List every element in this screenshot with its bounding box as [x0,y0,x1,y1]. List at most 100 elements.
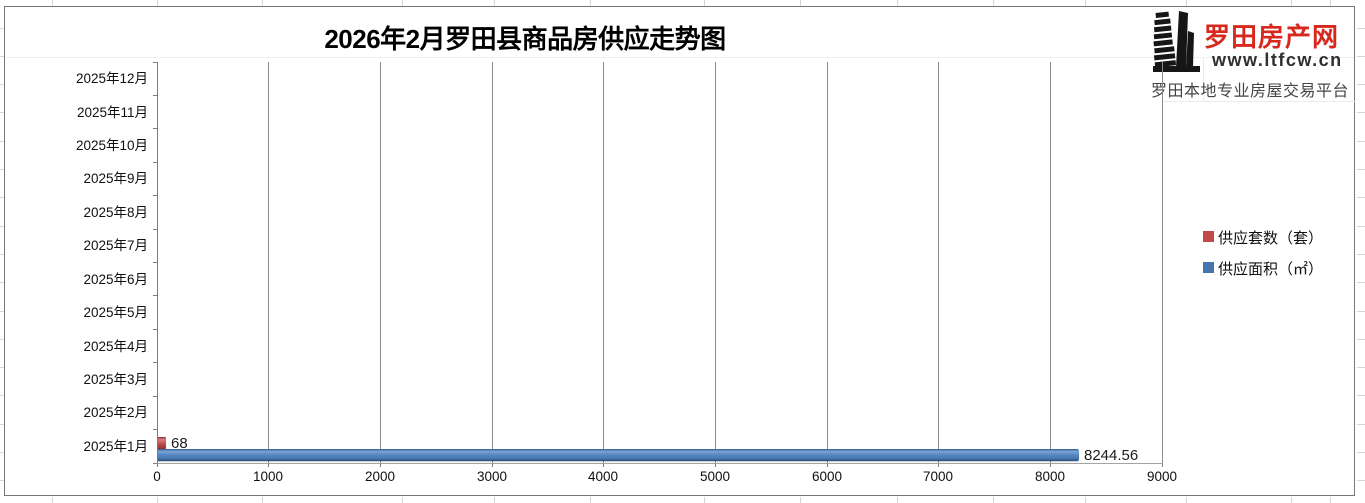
plot-gridline [268,62,269,463]
spreadsheet-gridline [800,497,801,503]
spreadsheet-bottom-row[interactable] [0,497,1365,503]
legend-swatch-blue [1203,262,1214,273]
spreadsheet-gridline [262,0,263,6]
logo-site-name: 罗田房产网 [1204,22,1340,52]
y-axis-label: 2025年8月 [83,205,148,220]
y-axis-tick [153,329,157,330]
spreadsheet-gridline [1357,141,1365,142]
x-axis-label: 3000 [476,469,508,484]
spreadsheet-gridline [402,0,403,6]
spreadsheet-gridline [1085,497,1086,503]
x-axis-tick [1050,463,1051,467]
x-axis-label: 1000 [252,469,284,484]
spreadsheet-gridline [1357,311,1365,312]
plot-gridline [827,62,828,463]
spreadsheet-gridline [800,0,801,6]
spreadsheet-gridline [1357,367,1365,368]
spreadsheet-right-column[interactable] [1357,0,1365,503]
y-axis-label: 2025年10月 [75,138,148,153]
spreadsheet-gridline [0,282,4,283]
y-axis-tick [153,162,157,163]
spreadsheet-gridline [52,497,53,503]
spreadsheet-gridline [494,497,495,503]
spreadsheet-left-column[interactable] [0,0,4,503]
spreadsheet-gridline [897,497,898,503]
spreadsheet-gridline [1357,84,1365,85]
legend-label: 供应套数（套） [1218,230,1324,247]
chart-frame[interactable] [4,6,1355,496]
spreadsheet-gridline [0,254,4,255]
spreadsheet-gridline [0,141,4,142]
logo-tagline: 罗田本地专业房屋交易平台 [1151,83,1350,100]
spreadsheet-gridline [1330,497,1331,503]
spreadsheet-gridline [1357,56,1365,57]
spreadsheet-gridline [52,0,53,6]
spreadsheet-gridline [1357,197,1365,198]
y-axis-label: 2025年6月 [83,272,148,287]
bar-supply-units [158,437,166,449]
y-axis-tick [153,95,157,96]
y-axis-tick [153,429,157,430]
plot-gridline [603,62,604,463]
y-axis-label: 2025年3月 [83,372,148,387]
x-axis-tick [603,463,604,467]
spreadsheet-gridline [157,0,158,6]
spreadsheet-gridline [1357,169,1365,170]
y-axis-tick [153,396,157,397]
x-axis-label: 7000 [922,469,954,484]
spreadsheet-gridline [1357,395,1365,396]
plot-gridline [1050,62,1051,463]
spreadsheet-gridline [0,339,4,340]
x-axis-tick [827,463,828,467]
spreadsheet-gridline [993,0,994,6]
y-axis-tick [153,62,157,63]
x-axis-tick [938,463,939,467]
spreadsheet-gridline [0,311,4,312]
y-axis-tick [153,195,157,196]
x-axis-tick [268,463,269,467]
spreadsheet-gridline [0,169,4,170]
spreadsheet-gridline [704,497,705,503]
legend-label: 供应面积（㎡） [1218,261,1324,278]
plot-gridline [380,62,381,463]
y-axis-tick [153,262,157,263]
x-axis-tick [492,463,493,467]
spreadsheet-gridline [0,226,4,227]
spreadsheet-gridline [0,367,4,368]
spreadsheet-gridline [1291,0,1292,6]
spreadsheet-gridline [1186,0,1187,6]
faint-gridline [1162,101,1356,102]
spreadsheet-top-row[interactable] [0,0,1365,6]
spreadsheet-gridline [1357,339,1365,340]
spreadsheet-gridline [704,0,705,6]
x-axis-label: 9000 [1146,469,1178,484]
spreadsheet-gridline [1357,282,1365,283]
spreadsheet-gridline [494,0,495,6]
spreadsheet-gridline [1357,226,1365,227]
spreadsheet-gridline [590,0,591,6]
y-axis-line [157,62,158,464]
chart-title: 2026年2月罗田县商品房供应走势图 [324,24,726,54]
y-axis-label: 2025年12月 [75,71,148,86]
plot-gridline [938,62,939,463]
spreadsheet-gridline [590,497,591,503]
spreadsheet-gridline [897,0,898,6]
y-axis-label: 2025年1月 [83,439,148,454]
logo-building-icon [1153,11,1200,72]
spreadsheet-gridline [1357,254,1365,255]
x-axis-label: 0 [153,469,161,484]
y-axis-tick [153,229,157,230]
y-axis-tick [153,362,157,363]
spreadsheet-gridline [0,197,4,198]
plot-gridline [492,62,493,463]
spreadsheet-gridline [262,497,263,503]
x-axis-tick [715,463,716,467]
faint-gridline [6,57,1354,58]
plot-gridline [1162,62,1163,463]
spreadsheet-gridline [0,56,4,57]
x-axis-label: 4000 [587,469,619,484]
x-axis-tick [157,463,158,467]
y-axis-label: 2025年7月 [83,238,148,253]
y-axis-label: 2025年11月 [76,105,148,120]
